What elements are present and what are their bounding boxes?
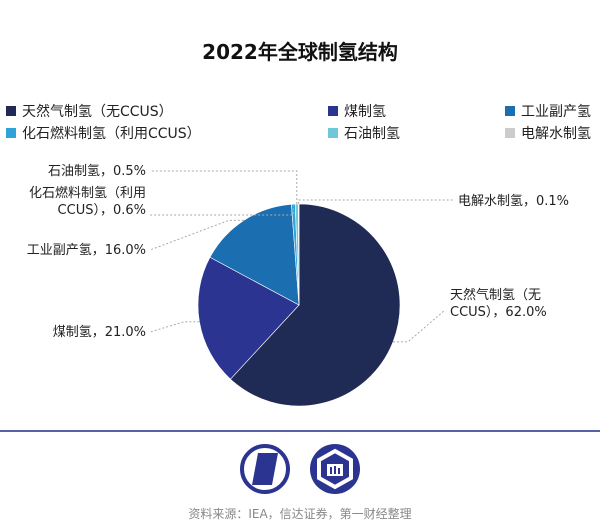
legend-item: 电解水制氢 — [505, 123, 591, 143]
data-label: 煤制氢，21.0% — [53, 325, 146, 340]
data-label: 工业副产氢，16.0% — [27, 243, 146, 258]
legend-label: 工业副产氢 — [521, 104, 591, 120]
legend-label: 煤制氢 — [344, 104, 386, 120]
data-label: CCUS），0.6% — [58, 203, 146, 218]
legend-item: 工业副产氢 — [505, 101, 591, 121]
legend-item: 石油制氢 — [328, 123, 400, 143]
leader-line — [150, 170, 298, 205]
data-label: 石油制氢，0.5% — [48, 164, 146, 179]
legend-swatch — [6, 128, 16, 138]
data-logo-icon — [310, 444, 360, 494]
legend-swatch — [505, 128, 515, 138]
divider — [0, 430, 600, 432]
leader-line — [393, 309, 446, 343]
chart-title: 2022年全球制氢结构 — [202, 40, 398, 64]
data-label: CCUS），62.0% — [450, 305, 547, 320]
data-label: 化石燃料制氢（利用 — [29, 185, 146, 201]
legend-label: 电解水制氢 — [521, 126, 591, 142]
legend-label: 石油制氢 — [344, 126, 400, 142]
data-label: 电解水制氢，0.1% — [458, 194, 569, 209]
source-note: 资料来源：IEA，信达证券，第一财经整理 — [188, 507, 412, 521]
leader-line — [298, 199, 453, 205]
leader-line — [149, 219, 244, 251]
legend-swatch — [328, 106, 338, 116]
yicai-logo-icon — [240, 444, 290, 494]
legend-item: 煤制氢 — [328, 101, 386, 121]
legend-item: 化石燃料制氢（利用CCUS） — [6, 123, 201, 143]
leader-line — [149, 321, 200, 333]
legend-swatch — [505, 106, 515, 116]
legend-swatch — [328, 128, 338, 138]
pie-slice — [209, 203, 300, 306]
data-label: 天然气制氢（无 — [450, 287, 541, 303]
pie-slice — [230, 203, 401, 407]
legend-item: 天然气制氢（无CCUS） — [6, 101, 173, 121]
legend-swatch — [6, 106, 16, 116]
legend-label: 天然气制氢（无CCUS） — [22, 104, 173, 120]
legend-label: 化石燃料制氢（利用CCUS） — [22, 126, 201, 142]
